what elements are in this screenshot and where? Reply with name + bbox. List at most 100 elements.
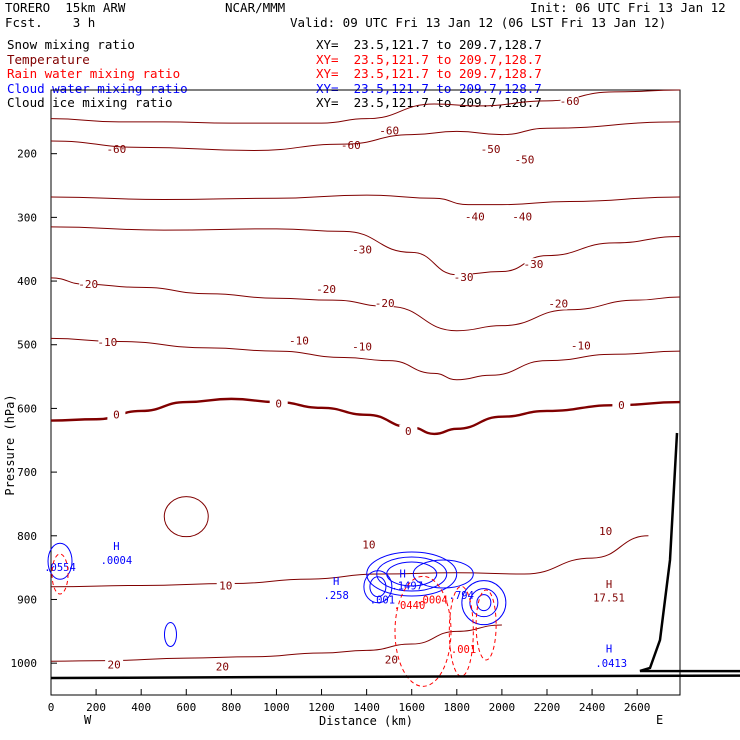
isotherm-line [50, 535, 649, 588]
isotherm-label: 0 [618, 399, 625, 412]
isotherm-label-bg [216, 579, 235, 592]
rain-water-label: .0004 [416, 594, 448, 606]
isotherm-label-bg [359, 538, 378, 551]
y-tick-label: 1000 [11, 657, 38, 670]
isotherm-label-bg [79, 277, 98, 290]
legend-xy: XY= 23.5,121.7 to 209.7,128.7 [316, 66, 542, 82]
legend-label: Snow mixing ratio [7, 37, 135, 52]
x-tick-label: 200 [86, 701, 106, 714]
isotherm-label-bg [513, 210, 532, 223]
isotherm-label-bg [353, 243, 372, 256]
isotherm-label-bg [105, 658, 124, 671]
isotherm-label-bg [353, 340, 372, 353]
y-tick-label: 200 [17, 148, 37, 161]
isotherm-label-bg [481, 142, 500, 155]
isotherm-label-bg [98, 335, 117, 348]
init-time: Init: 06 UTC Fri 13 Jan 12 [530, 0, 726, 15]
cloud-water-label: .1497 [391, 580, 423, 592]
y-tick-label: 400 [17, 275, 37, 288]
y-tick-label: 700 [17, 466, 37, 479]
isotherm-label-bg [289, 334, 308, 347]
y-tick-label: 300 [17, 211, 37, 224]
isotherm-label-bg [341, 139, 360, 152]
y-tick-label: 900 [17, 593, 37, 606]
isotherm-line [50, 397, 681, 436]
temperature-max-label: 17.51 [593, 593, 625, 605]
isotherm-label-bg [571, 339, 590, 352]
isotherm-label: -20 [316, 283, 336, 296]
isotherm-label-bg [317, 282, 336, 295]
isotherm-label: -40 [465, 210, 485, 223]
x-tick-label: 2600 [624, 701, 651, 714]
isotherm-label-bg [399, 424, 418, 437]
isotherm-label: -40 [512, 210, 532, 223]
temperature-max-label: H [606, 579, 612, 591]
isotherm-label-bg [107, 408, 126, 421]
legend-label: Temperature [7, 51, 90, 67]
cloud-water-contour [469, 588, 499, 618]
isotherm-label-bg [269, 397, 288, 410]
rain-water-label: .001 [451, 644, 476, 656]
x-tick-label: 2000 [489, 701, 516, 714]
cloud-water-contour [376, 556, 448, 592]
x-tick-label: 0 [48, 701, 55, 714]
isotherm-line [50, 337, 681, 381]
isotherm-label: 10 [362, 538, 375, 551]
rain-water-contour [475, 589, 497, 661]
isotherm-label-bg [380, 124, 399, 137]
y-tick-label: 800 [17, 530, 37, 543]
isotherm-label: -10 [97, 336, 117, 349]
east-label: E [656, 713, 663, 727]
isotherm-line [50, 226, 681, 276]
isotherm-label: -30 [352, 243, 372, 256]
isotherm-label: 10 [219, 580, 232, 593]
legend-xy: XY= 23.5,121.7 to 209.7,128.7 [316, 37, 542, 52]
rain-water-contour [394, 575, 452, 687]
isotherm-line [50, 194, 681, 206]
cloud-water-label: .001 [370, 594, 395, 606]
isotherm-label-bg [465, 210, 484, 223]
cloud-water-contour [366, 551, 458, 597]
isotherm-line [50, 277, 681, 332]
isotherm-label-bg [515, 153, 534, 166]
isotherm-label: 20 [216, 661, 229, 674]
cloud-water-contour [363, 570, 393, 604]
isotherm-line [50, 121, 681, 152]
x-tick-label: 2200 [534, 701, 561, 714]
legend-label: Cloud ice mixing ratio [7, 95, 173, 111]
cloud-water-contour [476, 594, 492, 612]
isotherm-label: 0 [275, 398, 282, 411]
isotherm-label-bg [213, 660, 232, 673]
isotherm-label: -60 [379, 124, 399, 137]
isotherm-label: 20 [108, 659, 121, 672]
legend-xy: XY= 23.5,121.7 to 209.7,128.7 [316, 80, 542, 96]
isotherm-label: 20 [385, 654, 398, 667]
isotherm-line [50, 624, 502, 662]
x-axis-label: Distance (km) [319, 714, 413, 728]
west-label: W [84, 713, 92, 727]
x-tick-label: 800 [221, 701, 241, 714]
isotherm-loop [163, 496, 209, 538]
isotherm-label: 10 [599, 525, 612, 538]
x-tick-label: 1000 [263, 701, 290, 714]
isotherm-label: -50 [515, 154, 535, 167]
terrain-line [50, 432, 740, 680]
cloud-water-contour [47, 542, 73, 580]
legend-xy: XY= 23.5,121.7 to 209.7,128.7 [316, 51, 542, 67]
cloud-water-label: H [333, 576, 339, 588]
cloud-water-label: H [400, 568, 406, 580]
isotherm-label: -10 [571, 340, 591, 353]
isotherm-label: -20 [78, 278, 98, 291]
legend-label: Rain water mixing ratio [7, 66, 181, 82]
rain-water-contour [448, 585, 474, 677]
legend-xy: XY= 23.5,121.7 to 209.7,128.7 [316, 95, 542, 111]
org-name: NCAR/MMM [225, 0, 286, 15]
isotherm-label: -30 [454, 271, 474, 284]
isotherm-label: 0 [113, 408, 120, 421]
x-tick-label: 400 [131, 701, 151, 714]
cloud-water-contour [412, 559, 474, 589]
cloud-water-label: H [606, 644, 612, 656]
cloud-water-label: .0004 [101, 555, 133, 567]
isotherm-line [50, 89, 681, 124]
